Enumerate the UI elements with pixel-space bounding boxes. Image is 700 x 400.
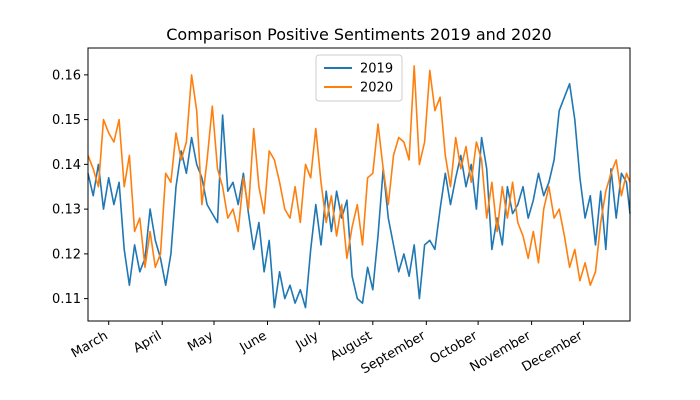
legend-label-2020: 2020 bbox=[360, 81, 393, 96]
y-tick-label: 0.16 bbox=[52, 68, 81, 83]
series-line-2020 bbox=[87, 65, 631, 286]
x-tick-label: June bbox=[237, 328, 270, 356]
series-layer bbox=[87, 65, 631, 309]
axis-layer: 0.11 0.12 0.13 0.14 0.15 0.16 March April May Jun… bbox=[52, 68, 586, 377]
plot-frame bbox=[87, 47, 631, 322]
x-tick-label: April bbox=[131, 328, 164, 356]
x-tick-label: July bbox=[293, 328, 322, 353]
x-tick-label: May bbox=[185, 328, 216, 355]
y-tick-label: 0.12 bbox=[52, 247, 81, 262]
y-tick-label: 0.11 bbox=[52, 292, 81, 307]
legend-box bbox=[315, 54, 403, 102]
y-tick-label: 0.15 bbox=[52, 113, 81, 128]
legend: 2019 2020 bbox=[315, 54, 403, 102]
x-tick-label: March bbox=[69, 328, 111, 361]
chart-title: Comparison Positive Sentiments 2019 and … bbox=[166, 25, 551, 44]
y-tick-label: 0.13 bbox=[52, 203, 81, 218]
series-line-2019 bbox=[87, 83, 631, 309]
legend-label-2019: 2019 bbox=[360, 62, 393, 77]
y-tick-label: 0.14 bbox=[52, 158, 81, 173]
